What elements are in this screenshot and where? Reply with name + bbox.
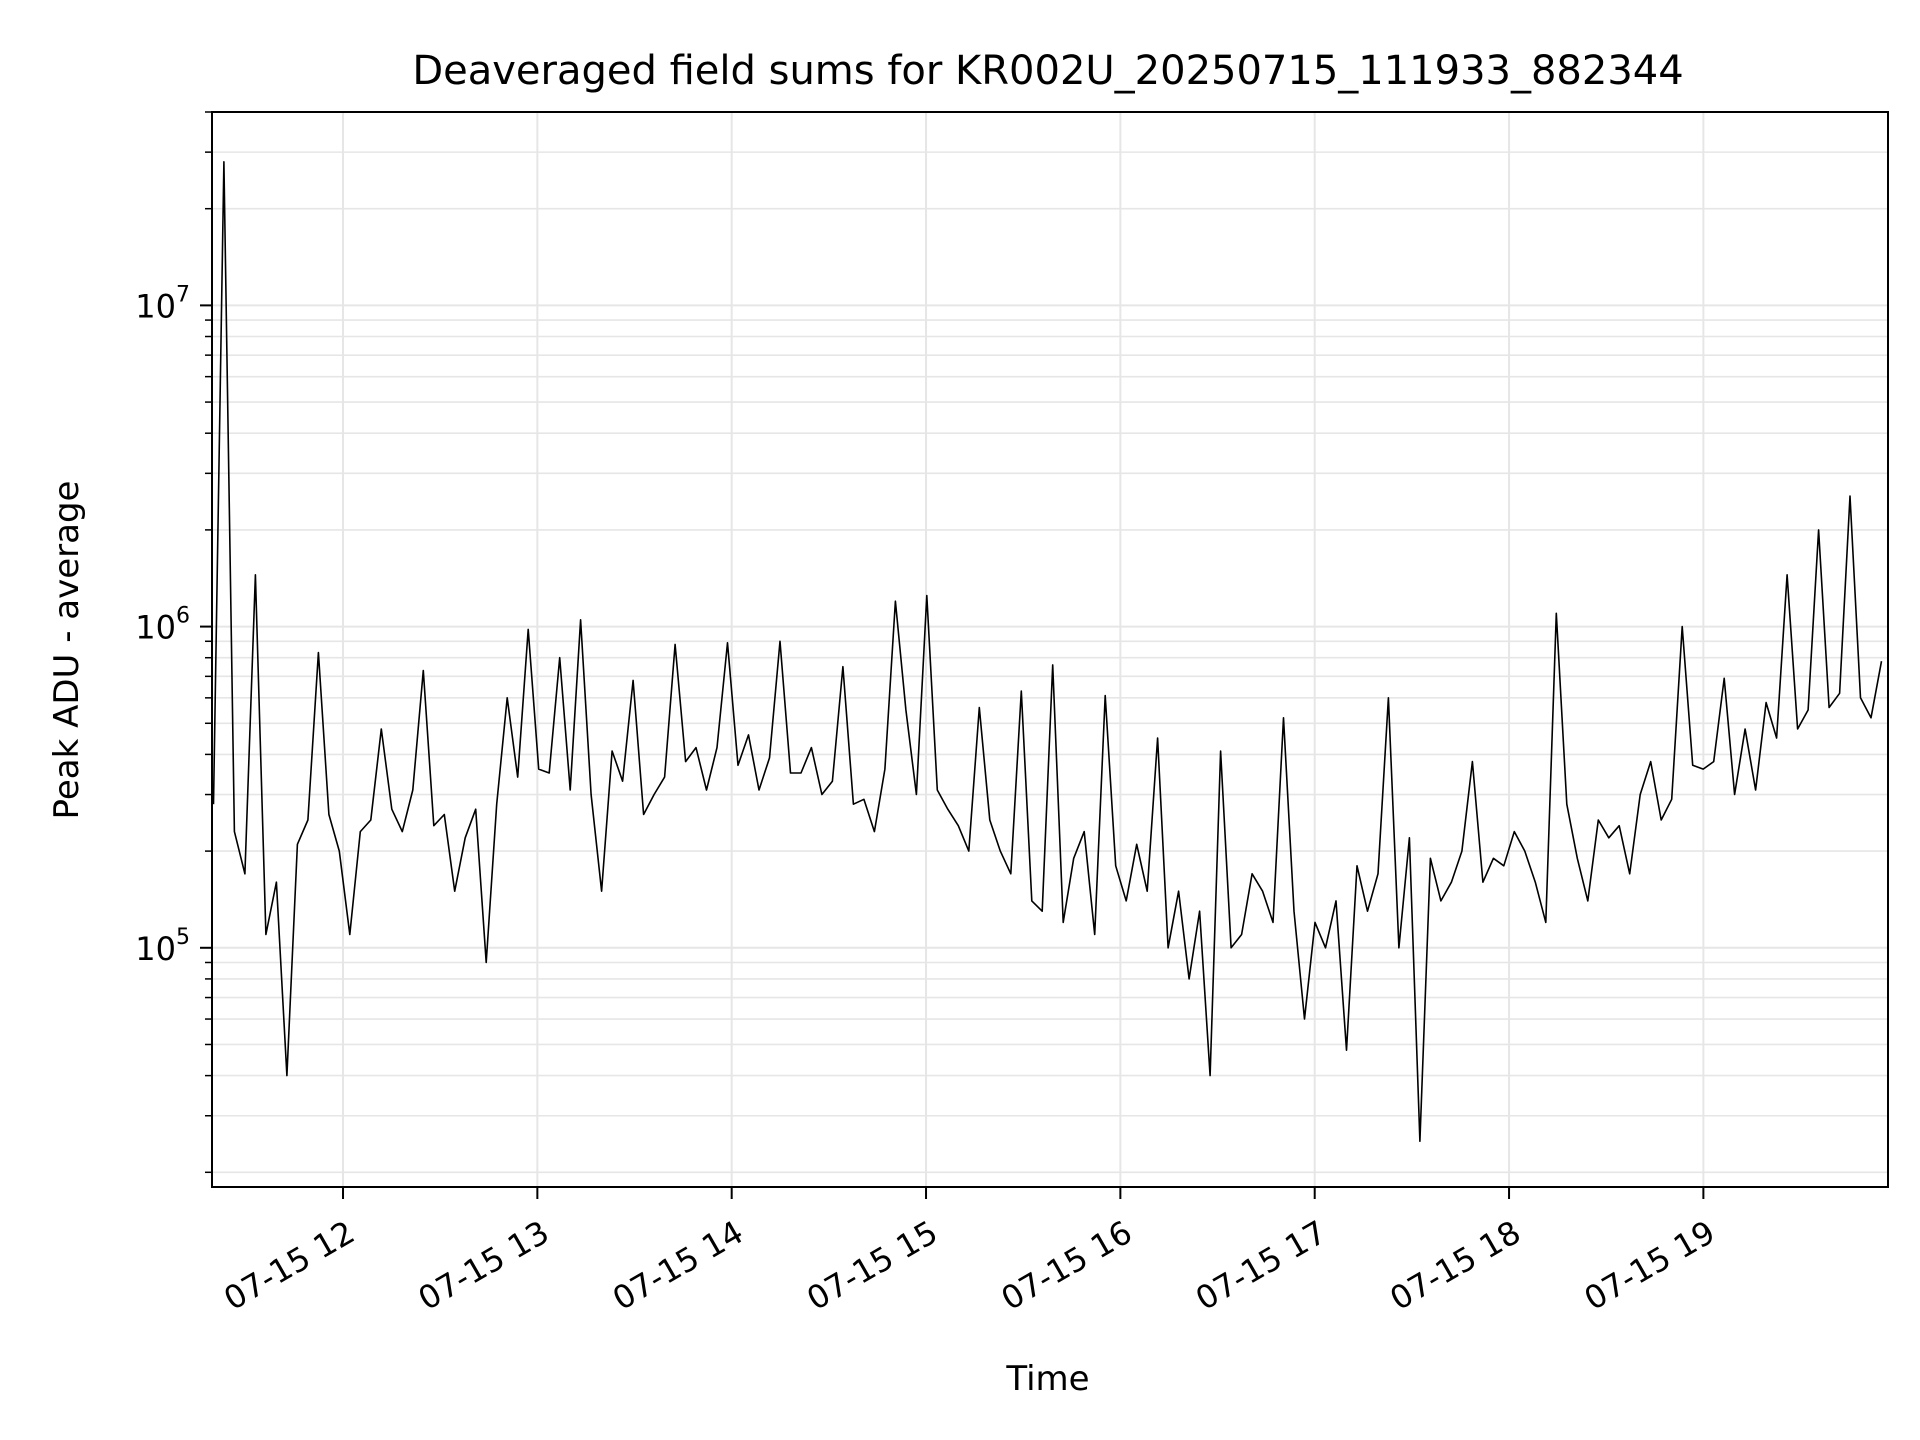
y-tick-label: 107 xyxy=(135,282,190,325)
y-tick-label: 106 xyxy=(135,604,190,647)
y-tick-label: 105 xyxy=(135,925,190,968)
x-axis-label: Time xyxy=(1005,1359,1089,1399)
y-axis-label: Peak ADU - average xyxy=(47,481,87,820)
series-line-0 xyxy=(212,161,1883,1142)
series-layer xyxy=(212,161,1883,1142)
plot-frame xyxy=(211,111,1889,1188)
y-axis-ticks: 105 106 107 xyxy=(135,111,212,1174)
chart-title: Deaveraged field sums for KR002U_2025071… xyxy=(412,48,1683,94)
